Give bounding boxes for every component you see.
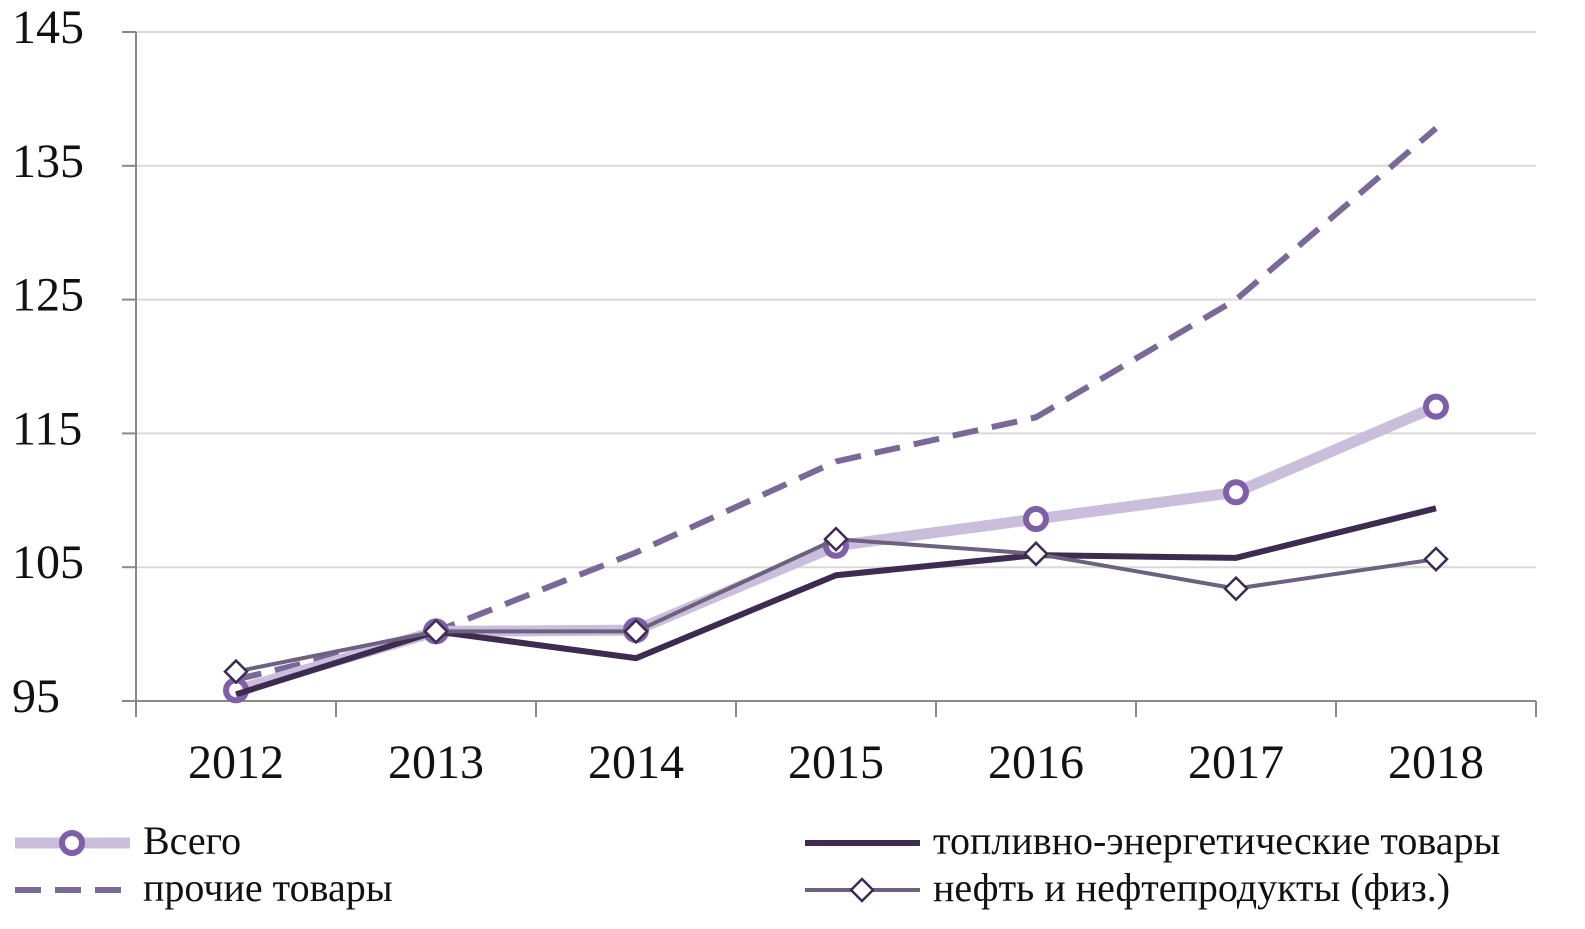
marker <box>1223 575 1249 602</box>
legend-label: Всего <box>143 818 241 863</box>
marker <box>423 618 449 645</box>
marker <box>823 526 849 552</box>
marker <box>1423 393 1449 420</box>
y-tick-label: 145 <box>12 1 84 54</box>
x-tick-label: 2015 <box>788 736 884 789</box>
series-line <box>235 537 1437 674</box>
x-tick-label: 2018 <box>1388 736 1484 789</box>
y-tick-label: 95 <box>12 670 60 723</box>
legend-label: топливно-энергетические товары <box>933 818 1500 863</box>
x-tick-label: 2012 <box>188 736 284 789</box>
marker <box>1023 541 1049 567</box>
marker <box>1423 546 1449 572</box>
series-line <box>235 126 1438 683</box>
legend-marker <box>849 877 875 903</box>
marker <box>623 618 649 645</box>
x-tick-label: 2013 <box>388 736 484 789</box>
y-tick-label: 135 <box>12 135 84 188</box>
legend-label: прочие товары <box>143 865 393 910</box>
y-tick-label: 125 <box>12 269 84 322</box>
x-tick-label: 2016 <box>988 736 1084 789</box>
legend-marker <box>59 830 85 856</box>
marker <box>223 658 249 685</box>
y-tick-label: 115 <box>12 402 82 455</box>
marker <box>1223 479 1249 506</box>
marker <box>1023 506 1049 533</box>
x-tick-label: 2014 <box>588 736 684 789</box>
legend-label: нефть и нефтепродукты (физ.) <box>933 865 1450 910</box>
y-tick-label: 105 <box>12 536 84 589</box>
x-tick-label: 2017 <box>1188 736 1284 789</box>
